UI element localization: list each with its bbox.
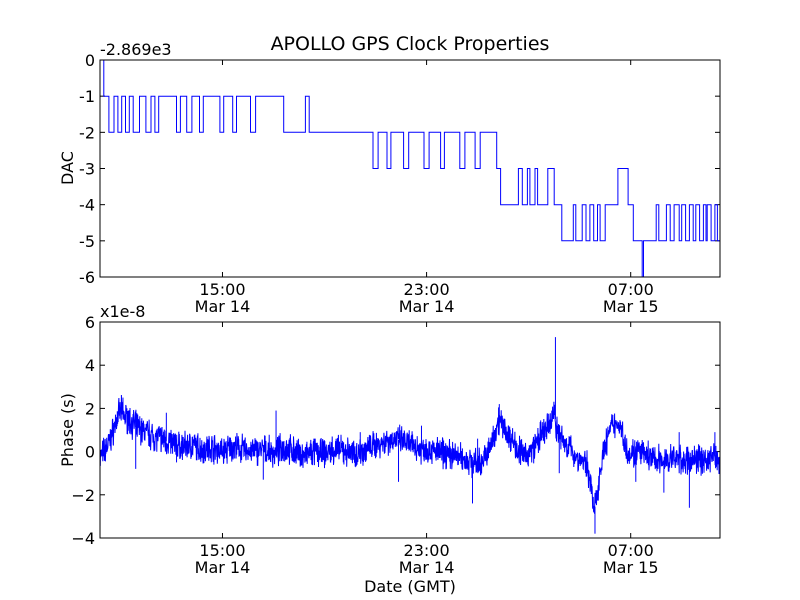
phase-x-tick-time: 07:00 (608, 541, 654, 560)
dac-x-tick-time: 07:00 (608, 280, 654, 299)
phase-series-line (99, 394, 721, 514)
dac-y-tick-label: -5 (79, 232, 95, 251)
phase-y-tick-label: −4 (71, 529, 95, 548)
dac-axes-frame-top (99, 59, 721, 278)
phase-x-tick-date: Mar 14 (399, 558, 455, 577)
phase-y-axis-label: Phase (s) (58, 393, 77, 467)
phase-axes-frame-top (99, 321, 721, 539)
dac-y-tick-label: 0 (85, 51, 95, 70)
dac-y-tick-label: -2 (79, 123, 95, 142)
dac-x-tick-time: 23:00 (404, 280, 450, 299)
phase-x-tick-date: Mar 15 (603, 558, 659, 577)
dac-x-tick-date: Mar 14 (195, 297, 251, 316)
phase-offset-label: x1e-8 (100, 302, 145, 321)
chart-title: APOLLO GPS Clock Properties (271, 33, 550, 55)
phase-axes-frame (99, 321, 721, 539)
x-axis-label: Date (GMT) (364, 577, 456, 596)
dac-y-tick-label: -1 (79, 87, 95, 106)
phase-y-tick-label: 0 (85, 443, 95, 462)
dac-y-axis-label: DAC (58, 151, 77, 185)
dac-y-tick-label: -6 (79, 268, 95, 287)
dac-x-tick-date: Mar 15 (603, 297, 659, 316)
dac-series-line (100, 59, 720, 278)
phase-y-tick-label: 4 (85, 356, 95, 375)
phase-y-tick-label: 2 (85, 399, 95, 418)
phase-x-tick-time: 15:00 (199, 541, 245, 560)
dac-y-tick-label: -3 (79, 160, 95, 179)
phase-y-tick-label: 6 (85, 313, 95, 332)
dac-x-tick-time: 15:00 (199, 280, 245, 299)
phase-x-tick-date: Mar 14 (195, 558, 251, 577)
phase-y-tick-label: −2 (71, 486, 95, 505)
phase-x-tick-time: 23:00 (404, 541, 450, 560)
dac-y-tick-label: -4 (79, 196, 95, 215)
dac-x-tick-date: Mar 14 (399, 297, 455, 316)
dac-offset-label: -2.869e3 (100, 40, 172, 59)
